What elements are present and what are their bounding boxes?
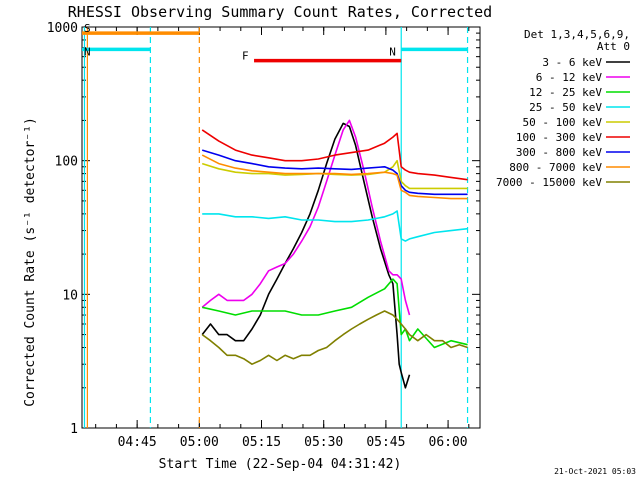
plot-area: 1 10 100 1000 04:45 05:00 05:15 05:30 05:45 06:00…	[47, 21, 481, 450]
legend-entry-label: 800 - 7000 keV	[509, 161, 602, 174]
x-tick-label: 04:45	[118, 435, 157, 450]
legend-header: Att 0	[597, 40, 630, 53]
legend-entry-label: 25 - 50 keV	[529, 101, 602, 114]
status-marker-label: N	[84, 45, 91, 58]
y-tick-label: 100	[55, 155, 78, 170]
legend-entry-label: 3 - 6 keV	[542, 56, 602, 69]
footer-timestamp: 21-Oct-2021 05:03	[554, 467, 636, 476]
y-tick-label: 1000	[47, 21, 78, 36]
y-tick-label: 10	[62, 288, 78, 303]
legend: Det 1,3,4,5,6,9,Att 0 3 - 6 keV 6 - 12 keV…	[496, 28, 630, 189]
series-line	[201, 119, 411, 316]
x-tick-label: 05:15	[242, 435, 281, 450]
x-tick-label: 05:00	[180, 435, 219, 450]
legend-entry-label: 7000 - 15000 keV	[496, 176, 602, 189]
x-tick-label: 06:00	[429, 435, 468, 450]
x-tick-label: 05:45	[366, 435, 405, 450]
series-line	[202, 210, 468, 242]
series-line	[201, 310, 468, 366]
status-marker-label: F	[242, 50, 249, 63]
legend-header: Det 1,3,4,5,6,9,	[524, 28, 630, 41]
y-tick-label: 1	[70, 422, 78, 437]
legend-entry-label: 50 - 100 keV	[523, 116, 603, 129]
legend-entry-label: 300 - 800 keV	[516, 146, 602, 159]
series-line	[201, 149, 468, 196]
legend-entry-label: 6 - 12 keV	[536, 71, 603, 84]
chart-title: RHESSI Observing Summary Count Rates, Co…	[68, 3, 492, 21]
legend-entry-label: 100 - 300 keV	[516, 131, 602, 144]
series-line	[202, 278, 468, 349]
legend-entry-label: 12 - 25 keV	[529, 86, 602, 99]
x-axis-label: Start Time (22-Sep-04 04:31:42)	[159, 457, 402, 472]
y-axis-label-group: Corrected Count Rate (s⁻¹ detector⁻¹)	[23, 117, 38, 407]
plot-frame	[81, 26, 481, 429]
y-axis-label: Corrected Count Rate (s⁻¹ detector⁻¹)	[23, 117, 38, 407]
series-line	[201, 122, 411, 389]
status-marker-label: N	[389, 45, 396, 58]
series-line	[201, 154, 468, 200]
status-marker-label: S	[84, 22, 91, 35]
series-line	[201, 129, 468, 181]
x-tick-label: 05:30	[304, 435, 343, 450]
